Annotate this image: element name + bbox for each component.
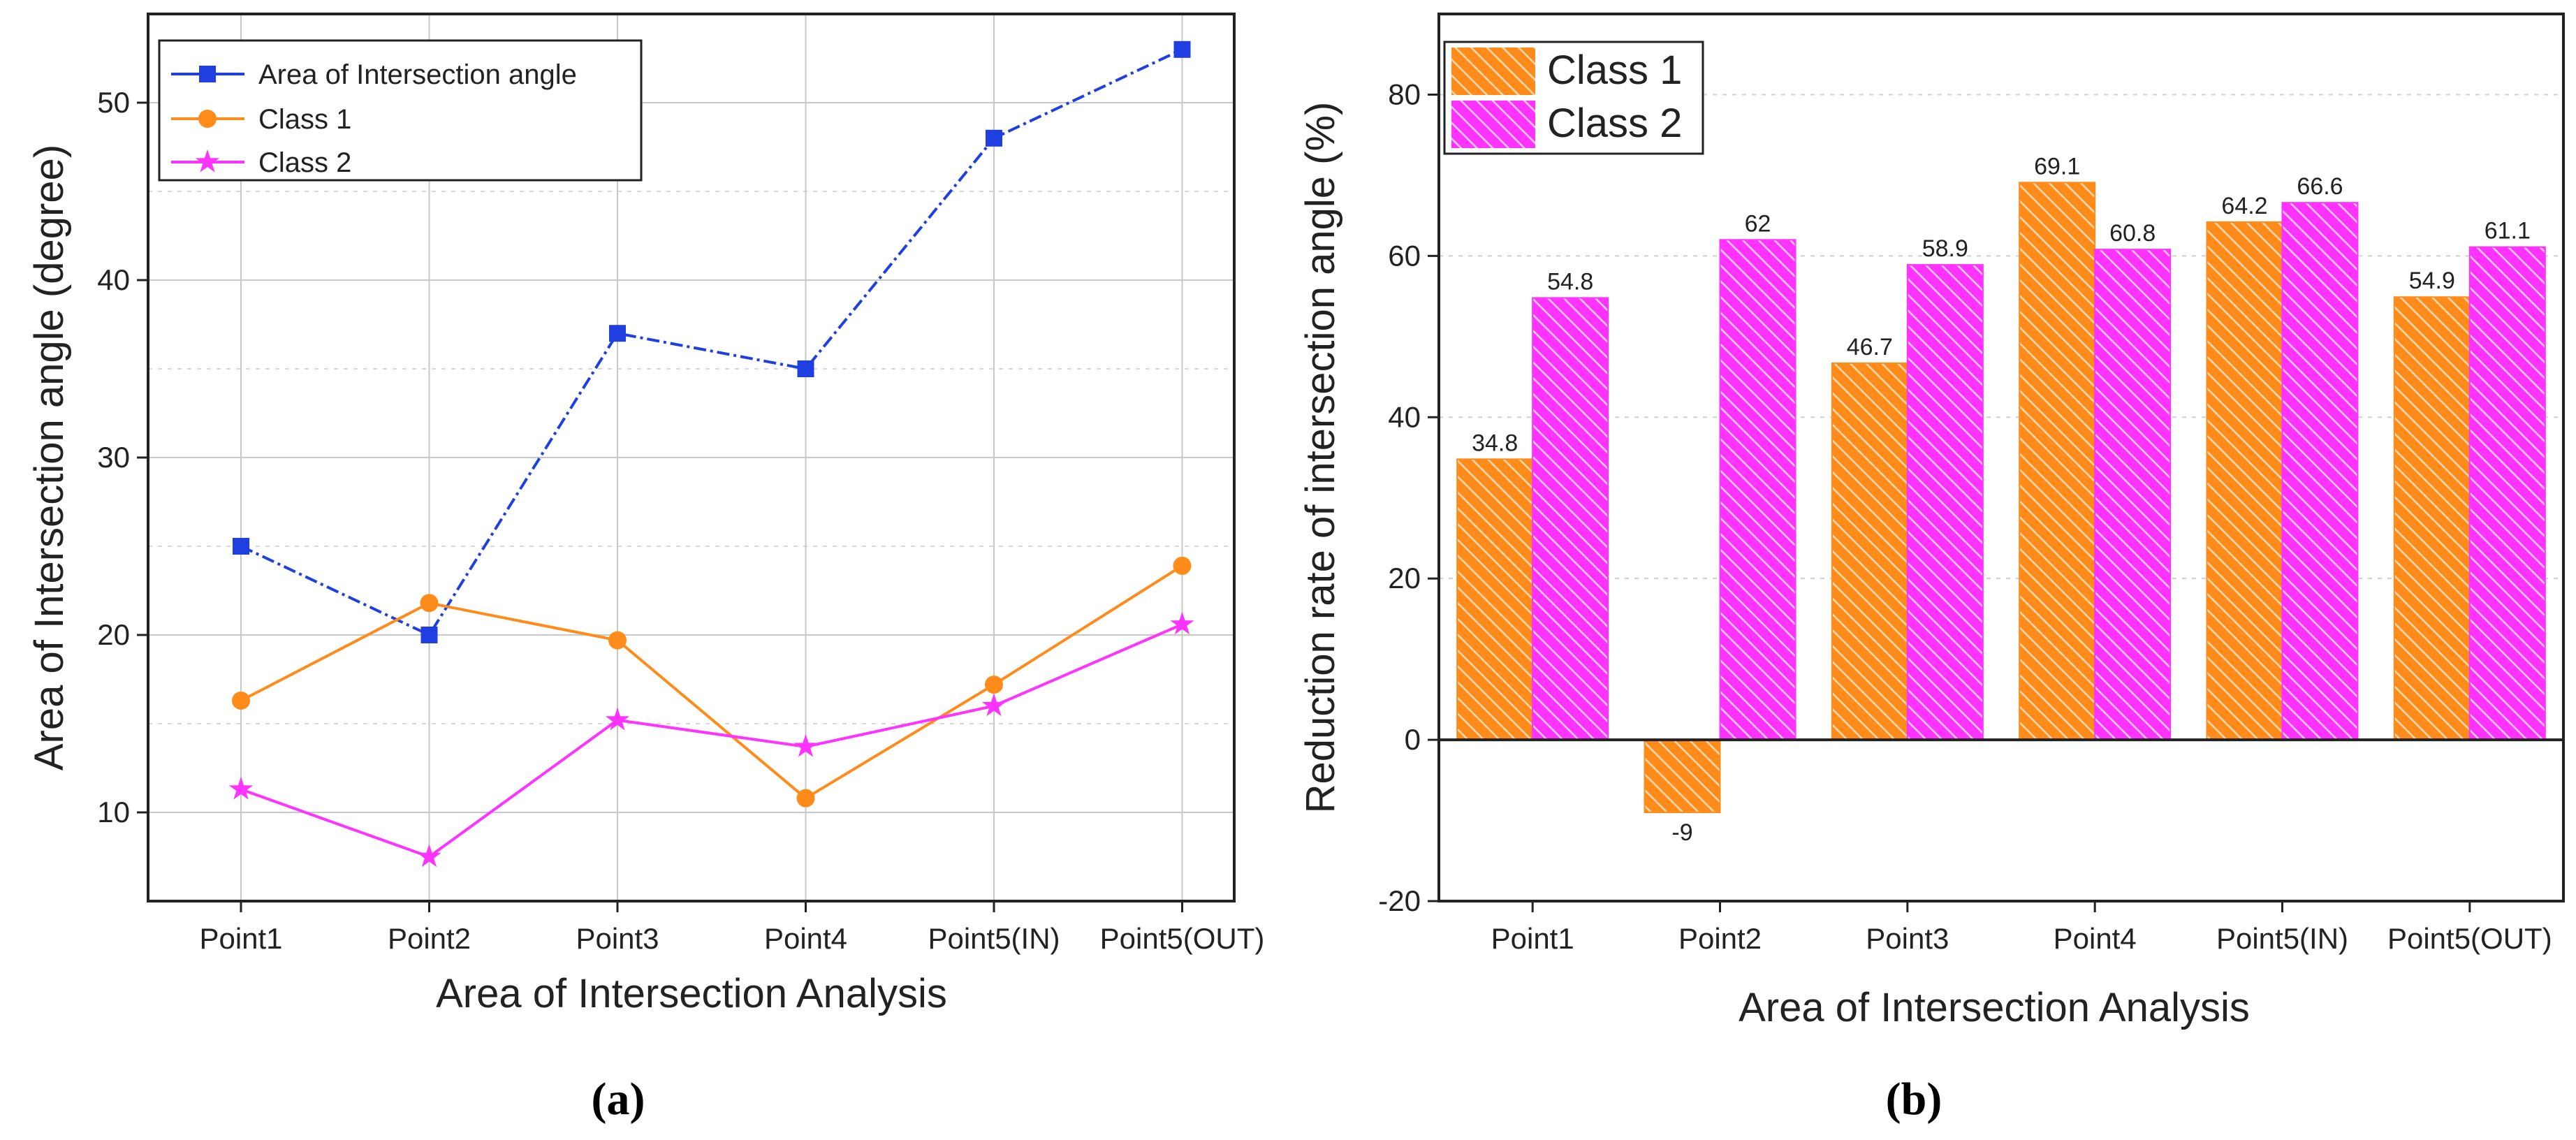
legend-entry-b-2: Class 2 [1451, 101, 1682, 148]
plot-frame-b [1437, 13, 2565, 902]
y-tick-label-b-6: 80 [1388, 78, 1421, 110]
legend-b: Class 1 Class 2 [1443, 41, 1704, 155]
data-point-a-3-4 [793, 734, 818, 757]
data-point-a-2-3 [608, 631, 627, 650]
data-point-a-1-4 [797, 360, 814, 377]
x-tick-label-a-6: Point5(OUT) [1100, 922, 1265, 955]
x-tick-label-b-5: Point5(IN) [2216, 922, 2348, 955]
x-tick-label-b-3: Point3 [1866, 922, 1949, 955]
series-line-a-3 [240, 622, 1183, 858]
x-tick-label-b-4: Point4 [2054, 922, 2137, 955]
bar-chart-panel-b: 34.8 54.8 -9 62 46.7 58.9 69.1 60.8 64.2 66.6 54.9… [1298, 13, 2565, 1125]
y-tick-label-b-3: 20 [1388, 562, 1421, 594]
bar-label-b-1-6: 54.9 [2409, 268, 2455, 294]
data-point-a-1-6 [1173, 41, 1191, 58]
bar-label-b-2-4: 60.8 [2109, 220, 2156, 247]
data-point-a-3-3 [605, 707, 630, 731]
x-axis-title-b: Area of Intersection Analysis [1739, 985, 2250, 1030]
x-tick-label-a-4: Point4 [764, 922, 847, 955]
bar-label-b-1-2: -9 [1671, 819, 1692, 846]
legend-label-a-3: Class 2 [258, 147, 351, 178]
bar-label-b-1-3: 46.7 [1847, 334, 1893, 360]
bar-label-b-1-5: 64.2 [2221, 193, 2267, 219]
y-tick-label-a-3: 30 [97, 441, 130, 474]
legend-label-b-2: Class 2 [1547, 101, 1682, 146]
y-axis-a: 10 20 30 40 50 [97, 86, 148, 828]
x-axis-title-a: Area of Intersection Analysis [436, 971, 947, 1016]
bar-b-2-6 [2468, 246, 2546, 741]
y-axis-title-b: Reduction rate of intersection angle (%) [1298, 102, 1343, 814]
bar-b-1-4 [2019, 182, 2096, 741]
legend-label-a-1: Area of Intersection angle [258, 59, 577, 90]
x-tick-label-a-1: Point1 [199, 922, 282, 955]
x-tick-label-a-2: Point2 [388, 922, 471, 955]
legend-entry-a-1: Area of Intersection angle [171, 59, 577, 90]
data-point-a-1-3 [609, 325, 626, 342]
x-tick-label-b-1: Point1 [1491, 922, 1574, 955]
legend-box-a [158, 39, 643, 182]
bar-b-1-6 [2393, 296, 2471, 741]
data-point-a-2-1 [232, 691, 250, 710]
data-point-a-3-2 [417, 844, 441, 868]
y-tick-label-b-2: 0 [1405, 723, 1421, 756]
bar-label-b-1-4: 69.1 [2034, 153, 2080, 180]
legend-entry-b-1: Class 1 [1451, 48, 1682, 95]
panel-label-a: (a) [592, 1074, 645, 1125]
bar-group-b: 34.8 54.8 -9 62 46.7 58.9 69.1 60.8 64.2 66.6 54.9… [1456, 153, 2546, 846]
y-tick-label-b-1: -20 [1378, 884, 1421, 917]
data-point-a-1-2 [420, 627, 438, 643]
legend-a: Area of Intersection angle Class 1 Class… [158, 39, 643, 182]
x-axis-a: Point1 Point2 Point3 Point4 Point5(IN) Point5… [199, 901, 1264, 955]
bar-b-1-1 [1456, 458, 1534, 741]
y-tick-label-a-4: 40 [97, 263, 130, 296]
bar-b-1-3 [1831, 362, 1908, 741]
legend-label-b-1: Class 1 [1547, 48, 1682, 93]
y-axis-title-a: Area of Intersection angle (degree) [27, 145, 72, 770]
y-tick-label-a-5: 50 [97, 86, 130, 119]
y-axis-b: -20 0 20 40 60 80 [1378, 78, 1439, 917]
bar-b-1-5 [2206, 221, 2283, 741]
data-point-a-3-6 [1170, 611, 1194, 635]
bar-b-2-1 [1532, 297, 1609, 741]
x-tick-label-b-6: Point5(OUT) [2387, 922, 2552, 955]
panel-label-b: (b) [1886, 1074, 1942, 1125]
data-point-a-2-5 [985, 675, 1003, 694]
y-tick-label-a-2: 20 [97, 618, 130, 651]
bar-b-2-4 [2094, 249, 2172, 741]
data-point-a-3-5 [981, 693, 1007, 717]
legend-entry-a-2: Class 1 [171, 104, 351, 135]
bar-label-b-1-1: 34.8 [1472, 430, 1518, 456]
bar-b-1-2 [1644, 739, 1721, 814]
series-group-a [228, 41, 1194, 868]
x-tick-label-b-2: Point2 [1678, 922, 1762, 955]
bar-label-b-2-5: 66.6 [2297, 173, 2343, 200]
series-line-a-2 [240, 564, 1183, 801]
bar-b-2-3 [1906, 264, 1984, 741]
y-tick-label-b-4: 40 [1388, 400, 1421, 433]
data-point-a-2-4 [796, 789, 815, 808]
bar-label-b-2-2: 62 [1745, 210, 1771, 237]
x-axis-b: Point1 Point2 Point3 Point4 Point5(IN) Point5… [1491, 901, 2552, 955]
bar-b-2-2 [1719, 239, 1796, 741]
data-point-a-2-6 [1173, 556, 1192, 575]
data-point-a-1-1 [233, 538, 249, 555]
x-tick-label-a-5: Point5(IN) [928, 922, 1060, 955]
y-tick-label-b-5: 60 [1388, 239, 1421, 272]
legend-entry-a-3: Class 2 [171, 147, 351, 178]
y-tick-label-a-1: 10 [97, 796, 130, 828]
bar-label-b-2-6: 61.1 [2484, 218, 2531, 244]
legend-label-a-2: Class 1 [258, 104, 351, 135]
data-point-a-2-2 [420, 594, 439, 613]
data-point-a-3-1 [228, 777, 254, 800]
bar-label-b-2-1: 54.8 [1547, 268, 1593, 295]
bar-label-b-2-3: 58.9 [1922, 235, 1968, 262]
x-tick-label-a-3: Point3 [576, 922, 659, 955]
bar-b-2-5 [2281, 202, 2359, 741]
data-point-a-1-5 [986, 129, 1002, 147]
